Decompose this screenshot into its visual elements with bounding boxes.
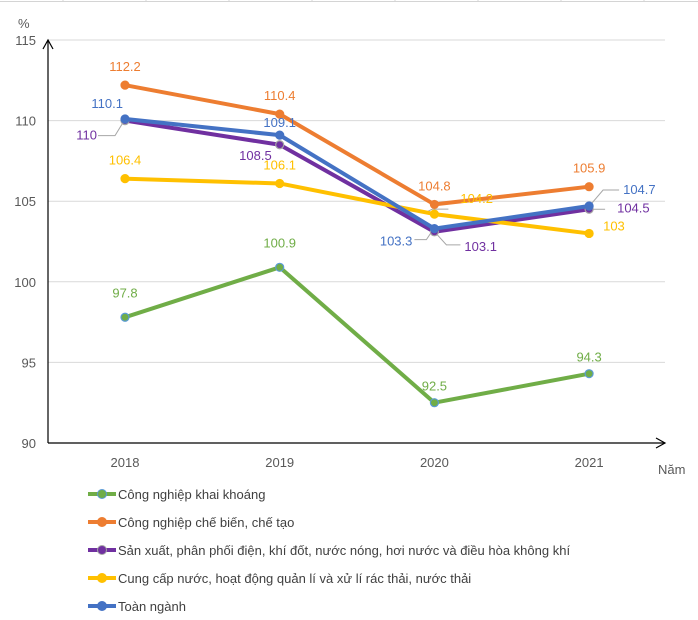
data-label: 104.7 (623, 182, 656, 197)
leader-line (98, 122, 124, 137)
data-point (120, 114, 130, 124)
data-label: 103.1 (464, 239, 497, 254)
x-axis-arrow (655, 437, 667, 449)
x-tick-label: 2018 (111, 455, 140, 470)
data-point (584, 201, 594, 211)
y-tick-label: 90 (22, 436, 36, 451)
data-point (584, 182, 594, 192)
data-point (275, 140, 285, 150)
series-line (124, 176, 590, 236)
legend-swatch (88, 489, 116, 499)
data-point (120, 80, 130, 90)
leader-line (414, 230, 433, 241)
y-tick-label: 110 (15, 114, 36, 129)
legend-swatch (88, 601, 116, 611)
sheet-grid (0, 0, 698, 2)
data-label: 100.9 (263, 235, 296, 250)
data-label: 94.3 (576, 350, 601, 365)
legend: Công nghiệp khai khoáng Công nghiệp chế b… (88, 480, 570, 620)
x-tick-labels: 2018 2019 2020 2021 (111, 455, 604, 470)
x-axis-label: Năm (658, 462, 685, 477)
y-tick-label: 95 (22, 355, 36, 370)
data-label: 106.4 (109, 153, 142, 168)
series-line (124, 116, 590, 231)
legend-label: Công nghiệp khai khoáng (118, 486, 266, 502)
series-line (124, 83, 590, 207)
data-point (120, 312, 130, 322)
data-point (429, 224, 439, 234)
data-label: 104.5 (617, 200, 650, 215)
legend-label: Công nghiệp chế biến, chế tạo (118, 514, 295, 530)
data-label: 103 (603, 218, 625, 233)
legend-label: Cung cấp nước, hoạt động quản lí và xử l… (118, 570, 472, 586)
series-lines (120, 80, 594, 408)
data-point (429, 199, 439, 210)
data-label: 110.1 (91, 96, 123, 111)
data-label: 103.3 (380, 234, 413, 249)
legend-item: Sản xuất, phân phối điện, khí đốt, nước … (88, 536, 570, 564)
data-labels: 97.8 100.9 92.5 94.3 112.2 110.4 104.8 105.9 110… (76, 59, 655, 394)
data-label: 104.2 (460, 191, 493, 206)
data-point (275, 109, 285, 119)
data-label: 112.2 (109, 59, 141, 74)
y-tick-label: 115 (15, 33, 36, 48)
legend-swatch (88, 573, 116, 583)
y-tick-label: 105 (14, 194, 36, 209)
legend-item: Công nghiệp khai khoáng (88, 480, 570, 508)
data-label: 108.5 (239, 148, 272, 163)
data-label: 105.9 (573, 161, 606, 176)
data-point (429, 398, 439, 408)
data-label: 106.1 (263, 157, 296, 172)
data-point (584, 369, 594, 379)
legend-label: Sản xuất, phân phối điện, khí đốt, nước … (118, 542, 571, 558)
data-label: 97.8 (112, 285, 137, 300)
series-line (124, 265, 590, 405)
series-line (124, 118, 590, 234)
axes (42, 38, 667, 449)
data-point (275, 262, 285, 272)
data-label: 104.8 (418, 178, 451, 193)
legend-label: Toàn ngành (118, 598, 186, 614)
gridlines (48, 39, 665, 363)
legend-item: Toàn ngành (88, 592, 570, 620)
x-tick-label: 2021 (575, 455, 604, 470)
data-label: 109.1 (263, 115, 296, 130)
data-point (120, 174, 130, 184)
legend-item: Công nghiệp chế biến, chế tạo (88, 508, 570, 536)
y-tick-labels: 90 95 100 105 110 115 (14, 33, 36, 451)
data-label: 92.5 (422, 379, 447, 394)
y-tick-label: 100 (14, 275, 36, 290)
data-point (584, 228, 594, 239)
leader-line (590, 189, 620, 205)
legend-swatch (88, 517, 116, 527)
data-point (429, 209, 439, 219)
data-label: 110.4 (264, 88, 296, 103)
y-axis-label: % (18, 16, 30, 31)
data-point (275, 130, 285, 140)
y-axis-arrow (42, 38, 54, 50)
legend-item: Cung cấp nước, hoạt động quản lí và xử l… (88, 564, 570, 592)
data-label: 110 (76, 128, 97, 143)
legend-swatch (88, 545, 116, 555)
x-tick-label: 2019 (265, 455, 294, 470)
x-tick-label: 2020 (420, 455, 449, 470)
data-point (275, 178, 285, 189)
leader-line (436, 233, 461, 246)
